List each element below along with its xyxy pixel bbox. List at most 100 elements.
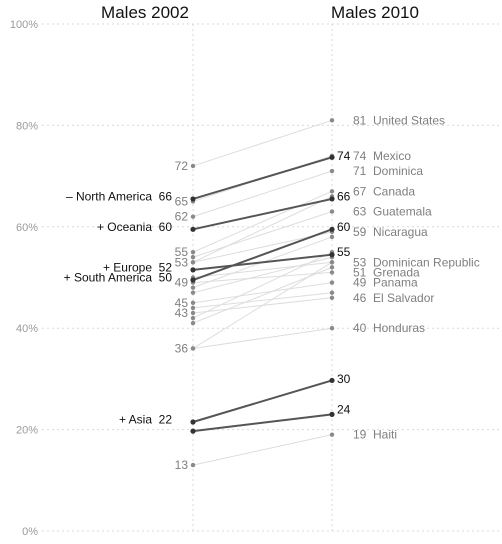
faint-series-line [192, 261, 333, 278]
right-value-label: 59 [353, 225, 367, 239]
data-point [190, 305, 196, 311]
region-value-label: 60 [159, 220, 173, 234]
data-point [190, 428, 196, 434]
faint-series [190, 118, 335, 468]
right-value-label: 46 [353, 291, 367, 305]
data-point [329, 196, 335, 202]
highlight-series-line [192, 253, 333, 271]
region-value-label: 52 [159, 260, 173, 274]
region-label: + Oceania [97, 220, 152, 234]
right-value-label: 19 [353, 428, 367, 442]
data-point [329, 209, 335, 214]
data-point [329, 154, 335, 160]
data-point [190, 300, 196, 306]
column-title-left: Males 2002 [101, 3, 189, 22]
left-value-label: 49 [175, 276, 189, 290]
region-end-value-label: 66 [337, 189, 351, 203]
left-value-label: 53 [175, 255, 189, 269]
data-point [329, 234, 335, 240]
region-label: – North America [66, 189, 152, 203]
faint-series-line [192, 190, 333, 253]
left-value-label: 62 [175, 210, 189, 224]
country-label: El Salvador [373, 291, 434, 305]
data-point [329, 252, 335, 258]
country-label: Mexico [373, 149, 411, 163]
region-label: + South America [64, 271, 153, 285]
country-label: Panama [373, 276, 418, 290]
y-tick-label: 0% [22, 526, 38, 538]
region-label: + Asia [119, 412, 152, 426]
data-point [190, 285, 196, 290]
country-label: Honduras [373, 321, 425, 335]
right-value-label: 74 [353, 149, 367, 163]
country-label: Dominican Republic [373, 255, 480, 269]
country-label: Dominica [373, 164, 423, 178]
data-point [329, 226, 335, 232]
data-point [190, 315, 196, 321]
data-point [329, 280, 335, 285]
region-label: + Europe [103, 260, 152, 274]
right-value-label: 71 [353, 164, 367, 178]
country-label: Guatemala [373, 205, 432, 219]
right-value-label: 51 [353, 265, 367, 279]
right-value-label: 63 [353, 205, 367, 219]
faint-series-line [192, 282, 333, 304]
data-point [329, 270, 335, 275]
highlight-series-line [192, 156, 333, 200]
right-value-label: 49 [353, 276, 367, 290]
country-label: Canada [373, 184, 415, 198]
faint-series-line [192, 292, 333, 309]
right-value-label: 40 [353, 321, 367, 335]
data-point [329, 377, 335, 384]
data-point [329, 411, 335, 417]
faint-series-line [192, 119, 333, 167]
data-point [190, 310, 196, 316]
data-point [190, 214, 196, 219]
highlight-series-line [192, 413, 333, 433]
region-end-value-label: 74 [337, 149, 351, 163]
region-value-label: 66 [159, 189, 173, 203]
data-point [329, 118, 335, 123]
right-value-label: 53 [353, 255, 367, 269]
data-point [329, 290, 335, 295]
left-value-label: 55 [175, 245, 189, 259]
data-point [190, 163, 196, 169]
data-point [190, 196, 196, 202]
data-point [329, 189, 335, 194]
region-value-label: 50 [159, 271, 173, 285]
data-point [190, 290, 196, 295]
country-label: United States [373, 113, 445, 127]
data-point [190, 260, 196, 265]
region-end-value-label: 60 [337, 220, 351, 234]
data-point [329, 432, 335, 437]
data-point [329, 265, 335, 270]
data-point [329, 295, 335, 300]
highlight-series-line [192, 379, 333, 423]
right-value-label: 81 [353, 113, 367, 127]
faint-series-line [192, 195, 333, 263]
grid [42, 23, 500, 532]
faint-series-line [192, 211, 333, 258]
country-label: Haiti [373, 428, 397, 442]
data-point [190, 255, 196, 260]
faint-series-line [192, 251, 333, 319]
left-value-label: 13 [175, 458, 189, 472]
highlight-series [190, 154, 335, 434]
region-end-value-label: 55 [337, 245, 351, 259]
y-tick-label: 40% [16, 323, 38, 335]
right-value-label: 67 [353, 184, 367, 198]
y-tick-label: 80% [16, 120, 38, 132]
country-label: Nicaragua [373, 225, 428, 239]
data-point [190, 249, 196, 255]
data-point [190, 346, 196, 351]
faint-series-line [192, 434, 333, 466]
region-value-label: 22 [159, 412, 173, 426]
left-value-label: 36 [175, 341, 189, 355]
data-point [329, 168, 335, 174]
region-end-value-label: 24 [337, 402, 351, 416]
country-label: Grenada [373, 265, 420, 279]
left-value-label: 72 [175, 159, 189, 173]
data-point [329, 260, 335, 265]
column-title-right: Males 2010 [331, 3, 419, 22]
